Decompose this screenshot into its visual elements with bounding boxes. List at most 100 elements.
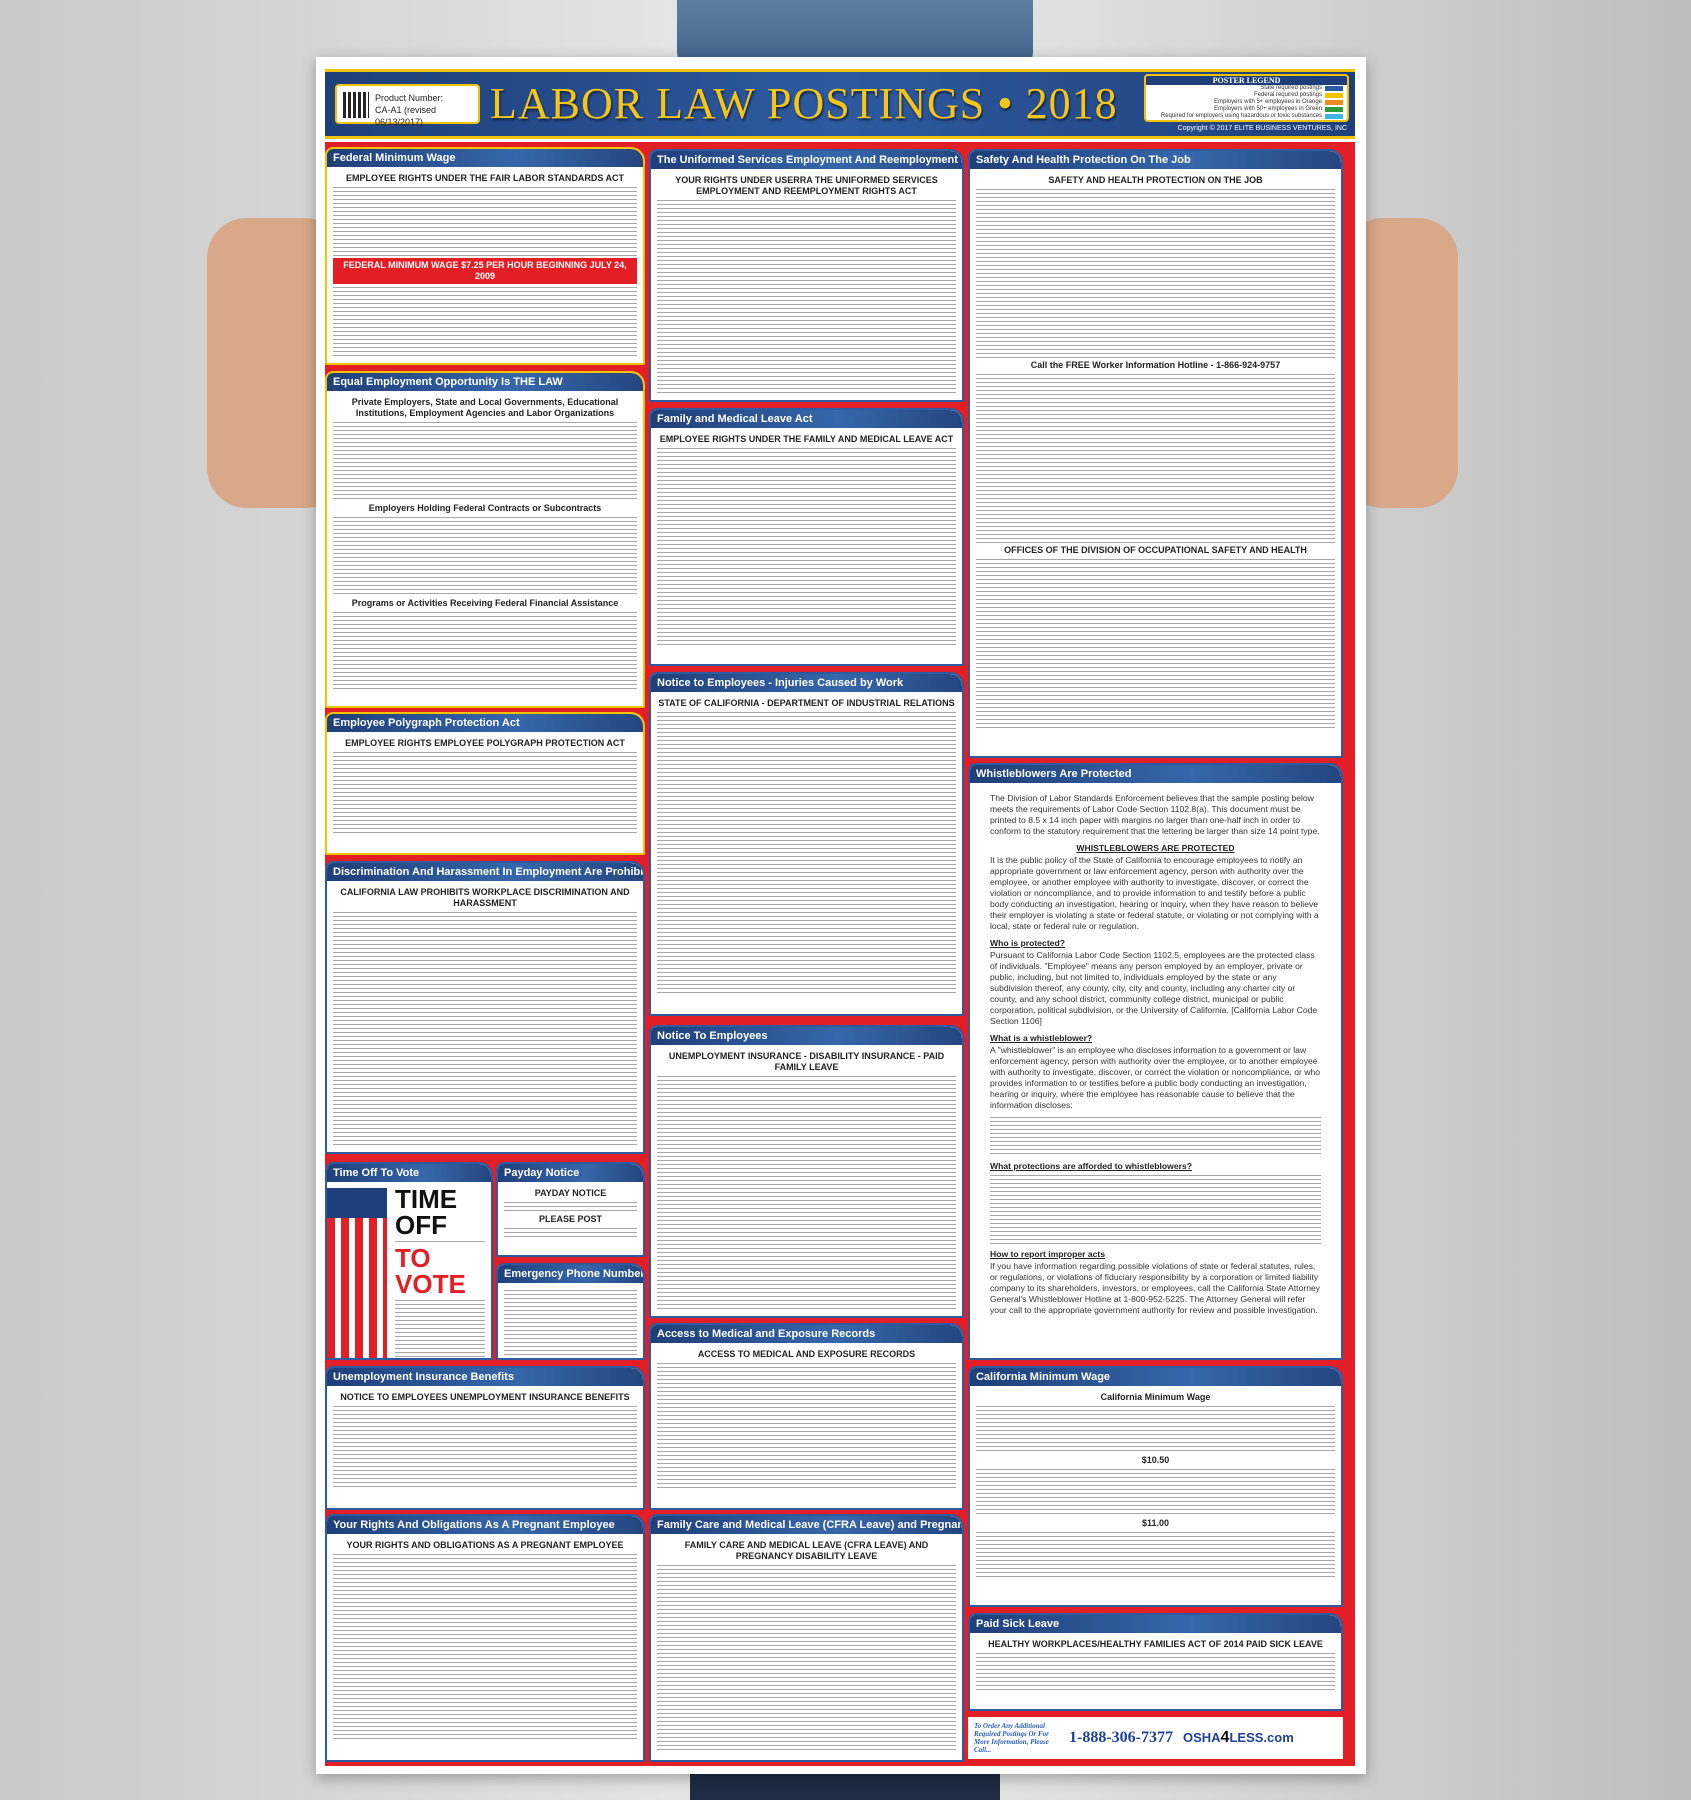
legend-item: Employers with 50+ employees in Green — [1146, 106, 1347, 113]
text-block — [395, 1300, 485, 1358]
text-block — [657, 448, 956, 646]
text-block — [504, 1290, 637, 1357]
text-block — [333, 912, 637, 1145]
legend-swatch — [1325, 86, 1343, 91]
section-cfra: Family Care and Medical Leave (CFRA Leav… — [649, 1514, 964, 1762]
text-block — [976, 1406, 1335, 1453]
section-heading: $10.50 — [1141, 1455, 1170, 1465]
question: Who is protected? — [990, 938, 1065, 948]
section-title: Time Off To Vote — [327, 1164, 491, 1182]
text-block — [976, 189, 1335, 358]
text-block — [333, 1406, 637, 1490]
section-emerg: Emergency Phone Numbers — [496, 1263, 645, 1360]
section-heading: EMPLOYEE RIGHTS EMPLOYEE POLYGRAPH PROTE… — [345, 738, 625, 748]
section-preg: Your Rights And Obligations As A Pregnan… — [325, 1514, 645, 1762]
section-heading: PLEASE POST — [538, 1214, 602, 1224]
section-heading: ACCESS TO MEDICAL AND EXPOSURE RECORDS — [697, 1349, 916, 1359]
legend-title: POSTER LEGEND — [1146, 76, 1347, 85]
section-poly: Employee Polygraph Protection Act EMPLOYE… — [325, 712, 645, 855]
text-block — [333, 752, 637, 835]
section-heading: NOTICE TO EMPLOYEES UNEMPLOYMENT INSURAN… — [340, 1392, 630, 1402]
section-heading: HEALTHY WORKPLACES/HEALTHY FAMILIES ACT … — [988, 1639, 1323, 1649]
section-heading: Programs or Activities Receiving Federal… — [351, 598, 619, 608]
poster-title: LABOR LAW POSTINGS • 2018 — [490, 79, 1118, 128]
section-title: Access to Medical and Exposure Records — [651, 1325, 962, 1343]
section-title: Safety And Health Protection On The Job — [970, 151, 1341, 169]
legend-label: State required postings — [1260, 85, 1322, 91]
text-block — [333, 187, 637, 256]
text-block — [333, 612, 637, 691]
text-block — [976, 559, 1335, 728]
section-sick: Paid Sick Leave HEALTHY WORKPLACES/HEALTH… — [968, 1613, 1343, 1711]
legend-label: Employers with 5+ employees in Orange — [1214, 99, 1322, 105]
section-heading: STATE OF CALIFORNIA - DEPARTMENT OF INDU… — [658, 698, 955, 708]
section-notice: Notice To Employees UNEMPLOYMENT INSURANC… — [649, 1025, 964, 1318]
ballot-box-illustration — [327, 1188, 387, 1358]
legend-item: State required postings — [1146, 85, 1347, 92]
section-title: Unemployment Insurance Benefits — [327, 1368, 643, 1386]
product-number: CA-A1 (revised 06/13/2017) — [375, 105, 437, 127]
text-block — [976, 1532, 1335, 1579]
question: How to report improper acts — [990, 1249, 1106, 1259]
section-title: Your Rights And Obligations As A Pregnan… — [327, 1516, 643, 1534]
legend-item: Employers with 5+ employees in Orange — [1146, 99, 1347, 106]
section-title: Equal Employment Opportunity Is THE LAW — [327, 373, 643, 391]
legend-swatch — [1325, 114, 1343, 119]
legend-item: Required for employers using hazardous o… — [1146, 113, 1347, 120]
order-text: To Order Any Additional Required Posting… — [974, 1722, 1049, 1754]
section-title: Emergency Phone Numbers — [498, 1265, 643, 1283]
question: What is a whistleblower? — [990, 1033, 1093, 1043]
section-whistleblowers: Whistleblowers Are Protected The Divisio… — [968, 763, 1343, 1360]
section-disc: Discrimination And Harassment In Employm… — [325, 861, 645, 1154]
text-block — [657, 1565, 956, 1753]
section-heading: EMPLOYEE RIGHTS UNDER THE FAMILY AND MED… — [659, 434, 954, 444]
section-heading: TO VOTE — [395, 1243, 466, 1299]
heading: WHISTLEBLOWERS ARE PROTECTED — [1076, 843, 1235, 853]
legend-label: Required for employers using hazardous o… — [1160, 113, 1322, 119]
text-block — [657, 1076, 956, 1309]
section-heading: EMPLOYEE RIGHTS UNDER THE FAIR LABOR STA… — [345, 173, 624, 183]
section-heading: OFFICES OF THE DIVISION OF OCCUPATIONAL … — [1004, 545, 1307, 555]
section-safety: Safety And Health Protection On The Job S… — [968, 149, 1343, 758]
text-block — [990, 1175, 1321, 1245]
legend-label: Employers with 50+ employees in Green — [1214, 106, 1322, 112]
section-fmla: Family and Medical Leave Act EMPLOYEE RIG… — [649, 408, 964, 666]
phone-number: 1-888-306-7377 — [1069, 1729, 1173, 1746]
question: What protections are afforded to whistle… — [990, 1161, 1192, 1171]
text-block — [976, 1653, 1335, 1691]
section-heading: UNEMPLOYMENT INSURANCE - DISABILITY INSU… — [668, 1051, 945, 1072]
legend-label: Federal required postings — [1253, 92, 1322, 98]
section-heading: California Minimum Wage — [1100, 1392, 1211, 1402]
section-heading: CALIFORNIA LAW PROHIBITS WORKPLACE DISCR… — [340, 887, 630, 908]
section-title: Federal Minimum Wage — [327, 149, 643, 167]
text-block — [333, 517, 637, 596]
section-title: Paid Sick Leave — [970, 1615, 1341, 1633]
product-number-box: Product Number: CA-A1 (revised 06/13/201… — [335, 84, 480, 127]
poster-legend: POSTER LEGEND State required postings Fed… — [1144, 74, 1349, 122]
text-block — [657, 200, 956, 393]
section-heading: Employers Holding Federal Contracts or S… — [368, 503, 602, 513]
section-heading: YOUR RIGHTS AND OBLIGATIONS AS A PREGNAN… — [346, 1540, 624, 1550]
qr-code-icon — [343, 92, 369, 118]
section-unemp: Unemployment Insurance Benefits NOTICE TO… — [325, 1366, 645, 1510]
section-inj: Notice to Employees - Injuries Caused by… — [649, 672, 964, 1016]
section-title: Discrimination And Harassment In Employm… — [327, 863, 643, 881]
copyright: Copyright © 2017 ELITE BUSINESS VENTURES… — [1177, 125, 1347, 132]
text-block — [657, 712, 956, 996]
legend-swatch — [1325, 93, 1343, 98]
section-fmw: Federal Minimum Wage EMPLOYEE RIGHTS UNDE… — [325, 147, 645, 365]
section-title: Payday Notice — [498, 1164, 643, 1182]
text-block — [990, 1117, 1321, 1157]
product-label: Product Number: — [375, 93, 444, 103]
text-block — [657, 1363, 956, 1490]
section-heading: TIME OFF — [395, 1184, 458, 1240]
answer: If you have information regarding possib… — [990, 1261, 1321, 1315]
legend-item: Federal required postings — [1146, 92, 1347, 99]
section-eeo: Equal Employment Opportunity Is THE LAW P… — [325, 371, 645, 708]
section-title: California Minimum Wage — [970, 1368, 1341, 1386]
text-block — [976, 374, 1335, 543]
text-block — [504, 1202, 637, 1212]
section-heading: Call the FREE Worker Information Hotline… — [1030, 360, 1281, 370]
section-title: Employee Polygraph Protection Act — [327, 714, 643, 732]
answer: A "whistleblower" is an employee who dis… — [990, 1045, 1321, 1110]
